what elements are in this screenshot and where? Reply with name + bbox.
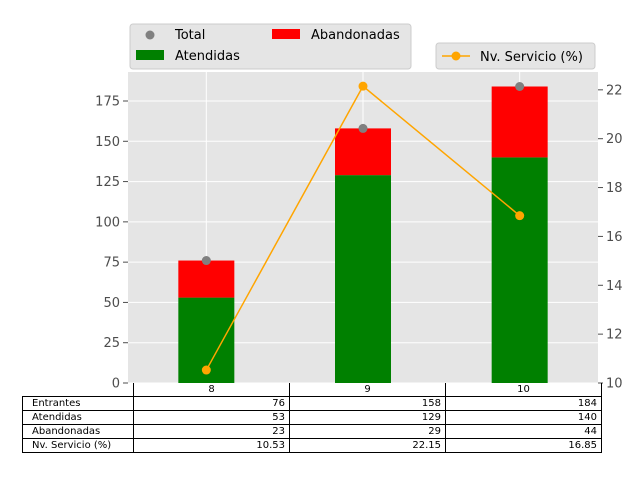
table-row: Atendidas 53 129 140: [22, 410, 602, 425]
bar-atendidas: [335, 175, 391, 383]
legend-left-box: [129, 23, 412, 70]
table-row-label: Entrantes: [22, 396, 134, 411]
service-level-line: [201, 81, 525, 375]
bar-abandonadas: [335, 128, 391, 176]
service-level-point: [515, 211, 525, 221]
legend-abandonadas-label: Abandonadas: [311, 28, 400, 43]
service-level-point: [358, 81, 368, 91]
table-row-label: Abandonadas: [22, 424, 134, 439]
left-tick-label: 75: [103, 256, 120, 271]
table-cell: 129: [289, 410, 446, 425]
legend-total-marker: [145, 30, 155, 40]
table-cell: 184: [445, 396, 602, 411]
table-column-header: 10: [445, 383, 602, 397]
table-cell: 16.85: [445, 438, 602, 453]
legend-atendidas-label: Atendidas: [175, 49, 240, 64]
table-row: Nv. Servicio (%) 10.53 22.15 16.85: [22, 438, 602, 453]
total-point: [201, 256, 211, 266]
bar-abandonadas: [178, 260, 235, 298]
table-cell: 23: [133, 424, 290, 439]
table-row: Entrantes 76 158 184: [22, 396, 602, 411]
left-tick-label: 50: [103, 296, 120, 311]
service-level-point: [201, 365, 211, 375]
right-tick-label: 18: [606, 181, 623, 196]
data-table: 8 9 10 Entrantes 76 158 184 Atendidas 53…: [22, 383, 602, 453]
legend-total-label: Total: [174, 28, 205, 43]
table-cell: 140: [445, 410, 602, 425]
right-tick-label: 12: [606, 328, 623, 343]
left-tick-label: 100: [95, 215, 120, 230]
left-axis: 0 25 50 75 100 125 150 175: [95, 95, 128, 392]
bars: [178, 86, 548, 383]
table-header-row: 8 9 10: [23, 383, 602, 397]
left-tick-label: 0: [112, 377, 120, 392]
table-cell: 53: [133, 410, 290, 425]
right-tick-label: 14: [606, 279, 623, 294]
legend-right: Nv. Servicio (%): [435, 42, 596, 70]
left-tick-label: 150: [95, 135, 120, 150]
bar-atendidas: [491, 157, 548, 383]
table-cell: 44: [445, 424, 602, 439]
table-cell: 158: [289, 396, 446, 411]
table-cell: 10.53: [133, 438, 290, 453]
table-column-header: 9: [289, 383, 446, 397]
bar-abandonadas: [491, 86, 548, 158]
table-row-label: Atendidas: [22, 410, 134, 425]
right-axis: 10 12 14 16 18 20 22: [598, 83, 623, 392]
table-corner: [23, 383, 134, 397]
table-row-label: Nv. Servicio (%): [22, 438, 134, 453]
right-tick-label: 16: [606, 230, 623, 245]
table-cell: 29: [289, 424, 446, 439]
right-tick-label: 10: [606, 377, 623, 392]
legend-right-box: [435, 42, 596, 70]
table-cell: 22.15: [289, 438, 446, 453]
legend-left: Total Abandonadas Atendidas: [129, 23, 412, 70]
total-points: [201, 82, 525, 266]
left-tick-label: 125: [95, 175, 120, 190]
legend-service-marker: [451, 51, 461, 61]
left-tick-label: 175: [95, 95, 120, 110]
legend-atendidas-swatch: [136, 50, 164, 60]
legend-service-label: Nv. Servicio (%): [480, 50, 583, 65]
left-tick-label: 25: [103, 336, 120, 351]
table-column-header: 8: [133, 383, 290, 397]
table-row: Abandonadas 23 29 44: [22, 424, 602, 439]
table-cell: 76: [133, 396, 290, 411]
right-tick-label: 22: [606, 83, 623, 98]
total-point: [515, 82, 525, 92]
total-point: [358, 123, 368, 133]
right-tick-label: 20: [606, 132, 623, 147]
legend-abandonadas-swatch: [272, 29, 300, 39]
